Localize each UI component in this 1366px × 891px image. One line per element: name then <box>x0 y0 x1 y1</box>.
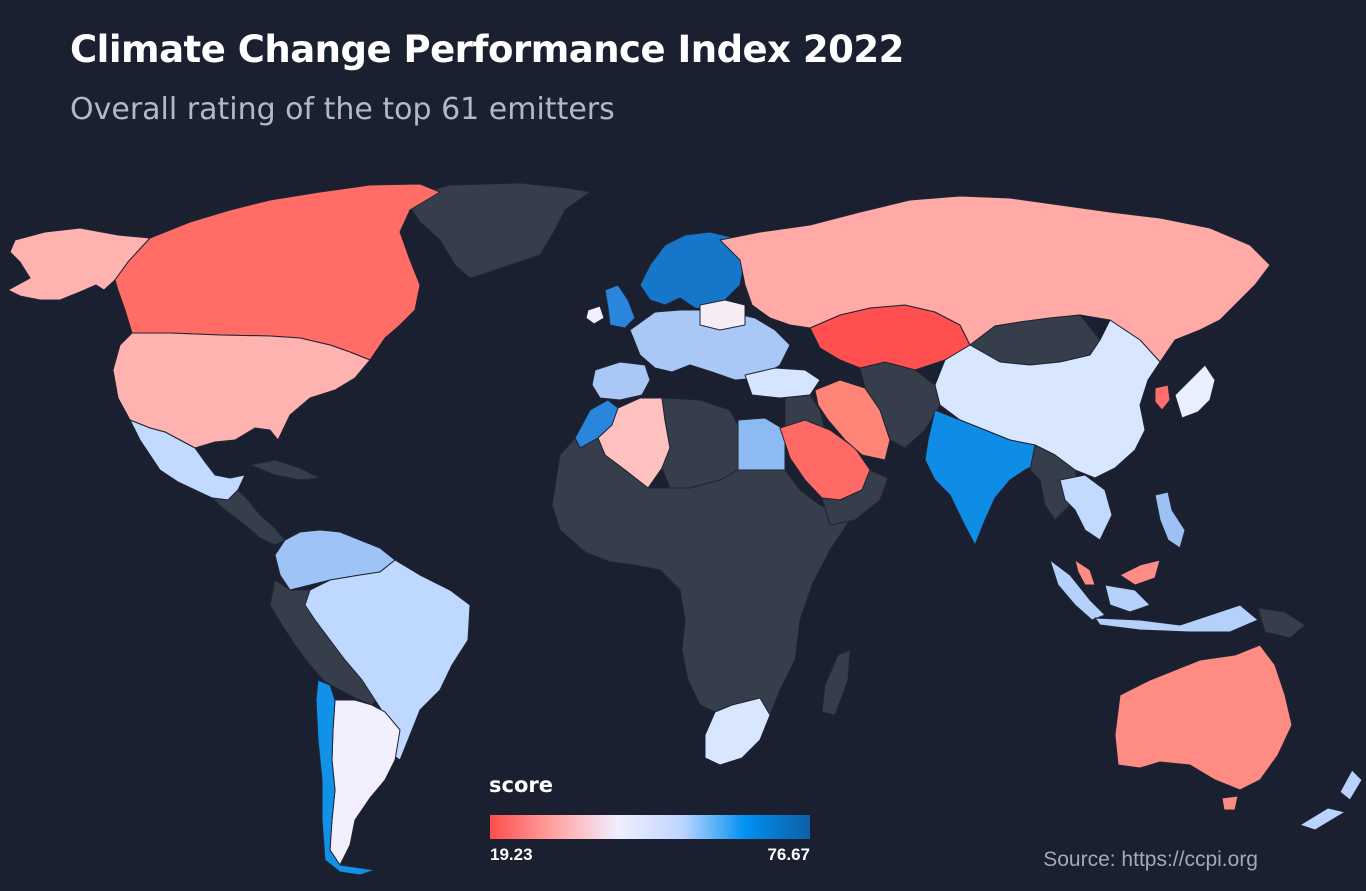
region-malaysia[interactable] <box>1074 559 1161 586</box>
region-australia[interactable] <box>1114 644 1293 791</box>
region-north-africa[interactable] <box>661 397 739 489</box>
region-japan[interactable] <box>1174 364 1216 419</box>
region-india[interactable] <box>924 409 1046 546</box>
region-turkey[interactable] <box>744 367 821 399</box>
world-map <box>7 182 1363 876</box>
region-new-zealand[interactable] <box>1299 769 1363 831</box>
region-united-kingdom[interactable] <box>604 284 636 329</box>
region-thailand[interactable] <box>1059 474 1113 541</box>
region-iran[interactable] <box>814 379 891 461</box>
region-papua[interactable] <box>1257 607 1306 639</box>
region-greenland[interactable] <box>403 182 591 279</box>
region-indonesia[interactable] <box>1049 559 1259 633</box>
chart-title: Climate Change Performance Index 2022 <box>70 28 904 71</box>
region-south-africa[interactable] <box>704 697 771 766</box>
region-brazil[interactable] <box>304 559 471 761</box>
region-spain[interactable] <box>591 361 651 401</box>
region-mexico[interactable] <box>129 419 246 501</box>
region-tasmania[interactable] <box>1221 795 1239 811</box>
chart-subtitle: Overall rating of the top 61 emitters <box>70 92 615 127</box>
region-africa[interactable] <box>551 437 851 716</box>
region-canada[interactable] <box>114 183 441 361</box>
legend-max-label: 76.67 <box>767 845 810 864</box>
region-south-korea[interactable] <box>1154 384 1171 411</box>
legend-title: score <box>489 773 553 797</box>
source-note: Source: https://ccpi.org <box>1043 848 1258 871</box>
legend-color-scale <box>490 815 810 839</box>
region-chile[interactable] <box>315 679 376 876</box>
region-poland[interactable] <box>699 299 746 331</box>
region-central-america[interactable] <box>211 489 286 546</box>
legend-min-label: 19.23 <box>490 845 533 864</box>
region-ireland[interactable] <box>585 305 605 325</box>
region-egypt[interactable] <box>737 417 786 471</box>
region-alaska[interactable] <box>7 227 151 301</box>
region-arabian-south[interactable] <box>821 469 889 526</box>
region-scandinavia[interactable] <box>639 231 746 311</box>
region-madagascar[interactable] <box>821 649 851 716</box>
region-argentina[interactable] <box>329 699 401 866</box>
region-philippines[interactable] <box>1154 491 1186 549</box>
region-caribbean[interactable] <box>249 459 321 481</box>
region-western-europe[interactable] <box>629 309 791 381</box>
